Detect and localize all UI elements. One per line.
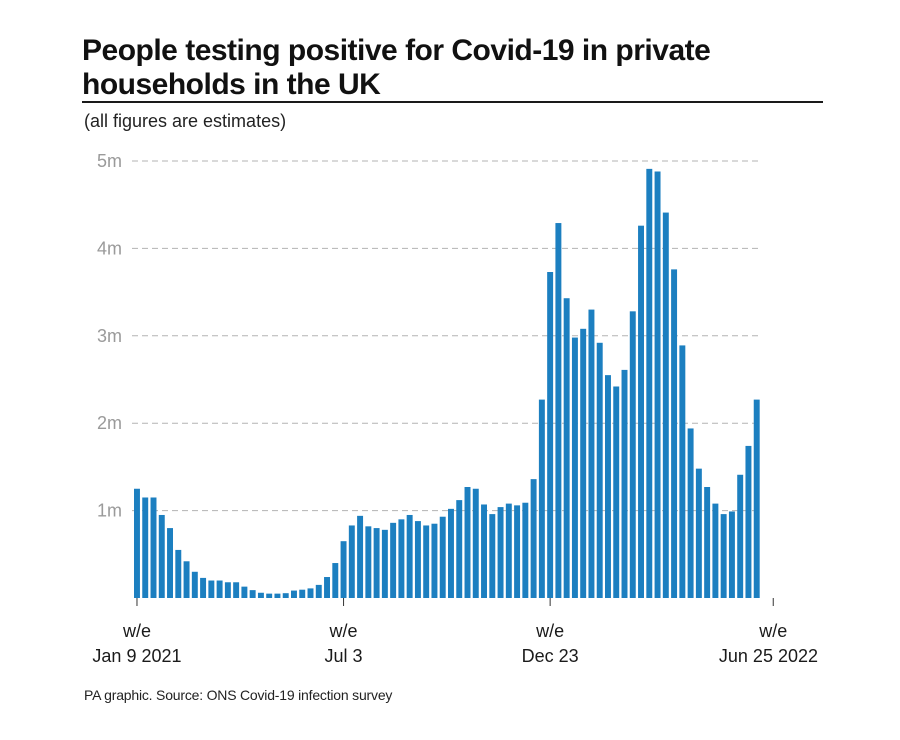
bar	[315, 584, 322, 598]
bar	[158, 514, 165, 598]
bar	[448, 508, 454, 598]
bar	[431, 523, 438, 598]
bar	[629, 311, 636, 598]
y-axis-labels: 1m 2m 3m 4m 5m	[97, 151, 122, 521]
bar	[241, 586, 248, 598]
bar	[728, 511, 735, 598]
x-tick-label-line2: Dec 23	[522, 646, 579, 666]
bar	[423, 525, 430, 598]
bar	[547, 272, 554, 598]
bar	[720, 514, 727, 598]
bar	[671, 269, 678, 598]
bar	[274, 593, 281, 598]
bar	[613, 386, 620, 598]
chart-subtitle: (all figures are estimates)	[84, 111, 287, 131]
bar	[134, 488, 140, 598]
bar	[208, 580, 215, 598]
x-tick-label-line2: Jun 25 2022	[719, 646, 818, 666]
bar	[200, 577, 207, 598]
bar	[563, 298, 570, 598]
bar	[654, 171, 661, 599]
bar	[530, 479, 537, 598]
source-note: PA graphic. Source: ONS Covid-19 infecti…	[84, 687, 393, 703]
bar	[555, 223, 562, 599]
bar	[249, 590, 256, 598]
bar	[299, 589, 306, 598]
bar	[538, 399, 545, 598]
bar	[605, 375, 611, 598]
bar	[497, 507, 504, 598]
bar	[737, 474, 744, 598]
bar	[365, 526, 372, 598]
bar	[481, 504, 487, 598]
bar	[704, 487, 711, 598]
bar	[381, 529, 388, 598]
bar	[505, 503, 512, 598]
bar-chart: 1m 2m 3m 4m 5m w/e Jan 9 2021 w/e Jul 3 w/e Dec 2…	[92, 151, 818, 666]
bar	[340, 541, 347, 598]
bar	[489, 514, 496, 598]
title-divider	[82, 101, 823, 103]
bar	[282, 593, 289, 598]
bar-series	[134, 168, 760, 599]
bar	[224, 582, 231, 598]
bar	[621, 369, 628, 598]
bar	[662, 212, 669, 598]
bar	[439, 516, 446, 598]
bar	[638, 225, 644, 598]
bar	[191, 571, 198, 598]
bar	[175, 549, 182, 598]
bar	[167, 528, 173, 598]
bar	[324, 577, 330, 598]
bar	[291, 590, 297, 598]
y-tick-label: 2m	[97, 413, 122, 433]
y-tick-label: 5m	[97, 151, 122, 171]
x-tick-label-line1: w/e	[758, 621, 787, 641]
bar	[571, 337, 578, 598]
bar	[257, 592, 264, 598]
bar	[464, 487, 471, 598]
bar	[150, 497, 157, 598]
bar	[679, 345, 686, 598]
x-axis-ticks: w/e Jan 9 2021 w/e Jul 3 w/e Dec 23 w/e Jun 25 …	[92, 598, 818, 666]
bar	[398, 519, 405, 598]
bar	[142, 497, 149, 598]
bar	[373, 528, 380, 598]
x-tick-label-line1: w/e	[535, 621, 564, 641]
y-tick-label: 1m	[97, 501, 122, 521]
x-tick-label-line2: Jan 9 2021	[92, 646, 181, 666]
x-tick-label-line1: w/e	[122, 621, 151, 641]
bar	[307, 588, 314, 598]
x-tick-label-line1: w/e	[329, 621, 358, 641]
y-tick-label: 3m	[97, 326, 122, 346]
bar	[357, 515, 364, 598]
bar	[745, 445, 752, 598]
bar	[266, 593, 273, 598]
bar	[514, 505, 521, 598]
bar	[580, 328, 587, 598]
bar	[406, 514, 413, 598]
bar	[390, 522, 397, 598]
bar	[695, 468, 702, 598]
bar	[183, 561, 190, 598]
bar	[596, 342, 603, 598]
x-tick-label-line2: Jul 3	[325, 646, 363, 666]
bar	[332, 563, 339, 598]
bar	[687, 428, 694, 598]
bar	[588, 309, 595, 598]
bar	[753, 399, 760, 598]
y-tick-label: 4m	[97, 238, 122, 258]
bar	[456, 500, 463, 598]
bar	[712, 503, 719, 598]
bar	[522, 502, 529, 598]
bar	[233, 582, 240, 598]
bar	[472, 488, 479, 598]
bar	[216, 580, 223, 598]
bar	[414, 521, 421, 598]
bar	[646, 168, 653, 598]
bar	[348, 525, 355, 598]
chart-title: People testing positive for Covid-19 in …	[82, 34, 711, 101]
